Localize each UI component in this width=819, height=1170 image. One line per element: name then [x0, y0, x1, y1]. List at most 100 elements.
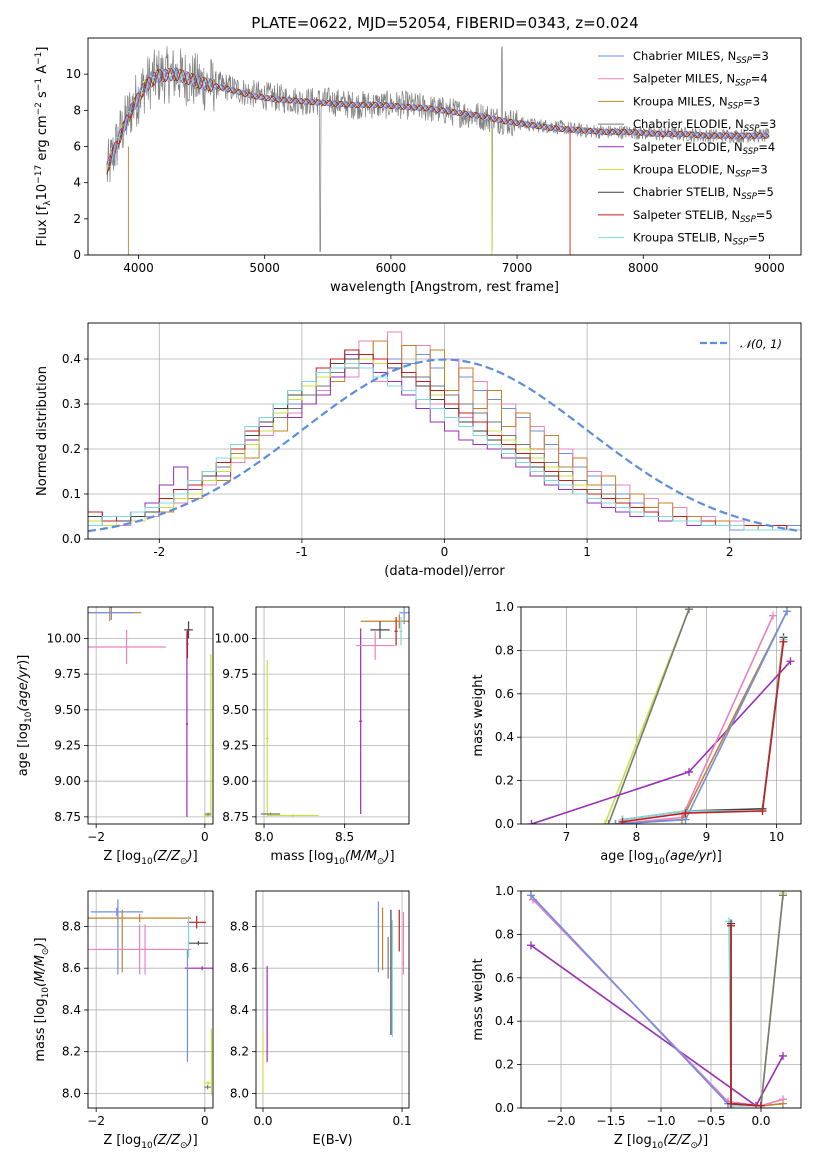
legend-nssp: =3	[743, 94, 760, 108]
legend-sub: SSP	[743, 147, 759, 157]
x-axis-label-part: 10	[141, 857, 153, 867]
y-tick-label: 10	[66, 67, 81, 81]
legend-model: Chabrier ELODIE, N	[633, 117, 744, 131]
y-tick-label: 0.2	[62, 442, 81, 456]
legend-sub: SSP	[735, 170, 751, 180]
legend-label: Kroupa MILES, NSSP=3	[633, 94, 760, 111]
y-tick-label: 0.4	[62, 352, 81, 366]
weight-point	[769, 611, 777, 620]
x-axis-label-part: (Z/Z	[153, 1133, 181, 1148]
x-axis-label-part: (Z/Z	[663, 1133, 691, 1148]
y-axis-label-part: A	[35, 65, 50, 78]
y-axis-label-part: (M/M	[33, 955, 48, 987]
y-axis-label-part: −1	[34, 52, 44, 65]
y-tick-label: 0.2	[495, 774, 514, 788]
y-axis-label: mass [log10(M/M⊙)]	[33, 937, 51, 1061]
x-axis-label-part: )	[697, 1133, 703, 1148]
y-axis-label-part: 10	[24, 711, 34, 723]
weight-point	[604, 820, 613, 824]
x-tick-label: 0.0	[751, 1114, 770, 1128]
weight-line	[622, 641, 785, 823]
y-tick-label: 0.6	[495, 687, 514, 701]
weight-point	[786, 657, 795, 666]
weight-point	[783, 607, 791, 616]
axes-frame	[87, 890, 214, 1109]
x-axis-label-part: 10	[652, 1141, 664, 1151]
residuals-legend: 𝒩(0, 1)	[700, 337, 782, 351]
legend-nssp: =3	[752, 49, 769, 63]
x-tick-label: 7000	[502, 261, 533, 275]
weight_vs_Z-marks	[527, 891, 787, 1108]
weight-line	[607, 608, 690, 824]
axes-frame	[87, 606, 214, 825]
weight-point	[527, 941, 535, 950]
x-tick-label: −0.5	[696, 1114, 725, 1128]
x-axis-label: Z [log10(Z/Z⊙)]	[103, 849, 197, 867]
x-axis-label-part: 10	[141, 1141, 153, 1151]
weight-point	[611, 820, 620, 824]
x-axis-label-part: log	[314, 849, 334, 864]
weight-point	[758, 806, 767, 815]
x-tick-label: 9000	[754, 261, 785, 275]
y-axis-label-part: Flux [f	[35, 205, 50, 246]
y-axis-label-part: s	[35, 91, 50, 102]
y-axis-label: age [log10(age/yr)]	[16, 655, 34, 777]
legend-nssp: =5	[757, 185, 774, 199]
legend-sub: SSP	[736, 56, 752, 66]
x-tick-label: 4000	[123, 261, 154, 275]
x-axis-label-part: (M/M	[345, 849, 377, 864]
x-axis-label-part: (age/yr	[665, 849, 713, 864]
legend-sub: SSP	[740, 215, 756, 225]
legend-sub: SSP	[735, 79, 751, 89]
weight-point	[757, 1101, 765, 1108]
legend-label: Chabrier ELODIE, NSSP=3	[633, 117, 776, 134]
x-tick-label: 8.0	[255, 830, 274, 844]
y-tick-label: 6	[73, 140, 81, 154]
histogram-lines	[88, 331, 801, 533]
weight-point	[685, 607, 693, 614]
y-axis-label-part: ]	[35, 47, 50, 52]
legend-sub: SSP	[744, 124, 760, 134]
x-axis-label: age [log10(age/yr)]	[600, 849, 722, 867]
spectrum-panel: 4000 5000 6000 7000 8000 9000 0 2 4 6 8 10 wavelengt…	[34, 37, 802, 295]
y-tick-label: 8.0	[62, 1086, 81, 1100]
x-tick-label: 0	[201, 1114, 209, 1128]
x-axis-label-part: ]	[390, 849, 395, 864]
y-tick-label: 0.8	[495, 643, 514, 657]
normal-curve	[88, 358, 801, 533]
weight-point	[779, 1051, 787, 1060]
legend-sub: SSP	[741, 192, 757, 202]
x-tick-label: -1	[296, 545, 308, 559]
x-tick-label: 2	[726, 545, 734, 559]
y-axis-label-part: log	[33, 998, 48, 1018]
y-tick-label: 8.8	[230, 919, 249, 933]
x-axis-label-part: mass [	[270, 849, 313, 864]
y-axis-label-part: erg cm	[35, 115, 50, 164]
x-axis-label-part: log	[121, 849, 141, 864]
x-tick-label: 8.5	[335, 830, 354, 844]
weight-line	[760, 895, 784, 1106]
x-axis-label-part: ]	[193, 849, 198, 864]
y-tick-label: 9.00	[54, 774, 81, 788]
model-spectrum	[106, 67, 770, 172]
y-tick-label: 9.25	[222, 738, 249, 752]
y-axis-label-part: ⊙	[41, 948, 51, 956]
legend-label: Chabrier MILES, NSSP=3	[633, 49, 769, 66]
y-tick-label: 8.0	[230, 1086, 249, 1100]
x-axis-label-part: log	[634, 849, 654, 864]
axes-frame	[520, 606, 802, 825]
x-axis-label-part: log	[121, 1133, 141, 1148]
x-tick-label: 9	[703, 830, 711, 844]
weight-point	[527, 891, 535, 900]
model-spectrum	[106, 67, 770, 164]
weight-point	[727, 1099, 735, 1108]
x-axis-label-part: log	[632, 1133, 652, 1148]
x-axis-label-part: )	[383, 849, 389, 864]
y-axis-label-part: −1	[34, 78, 44, 91]
weight-point	[779, 637, 788, 646]
y-tick-label: 9.50	[54, 703, 81, 717]
legend-label: Salpeter MILES, NSSP=4	[633, 72, 768, 89]
weight-point	[779, 891, 787, 900]
y-tick-label: 9.00	[222, 774, 249, 788]
